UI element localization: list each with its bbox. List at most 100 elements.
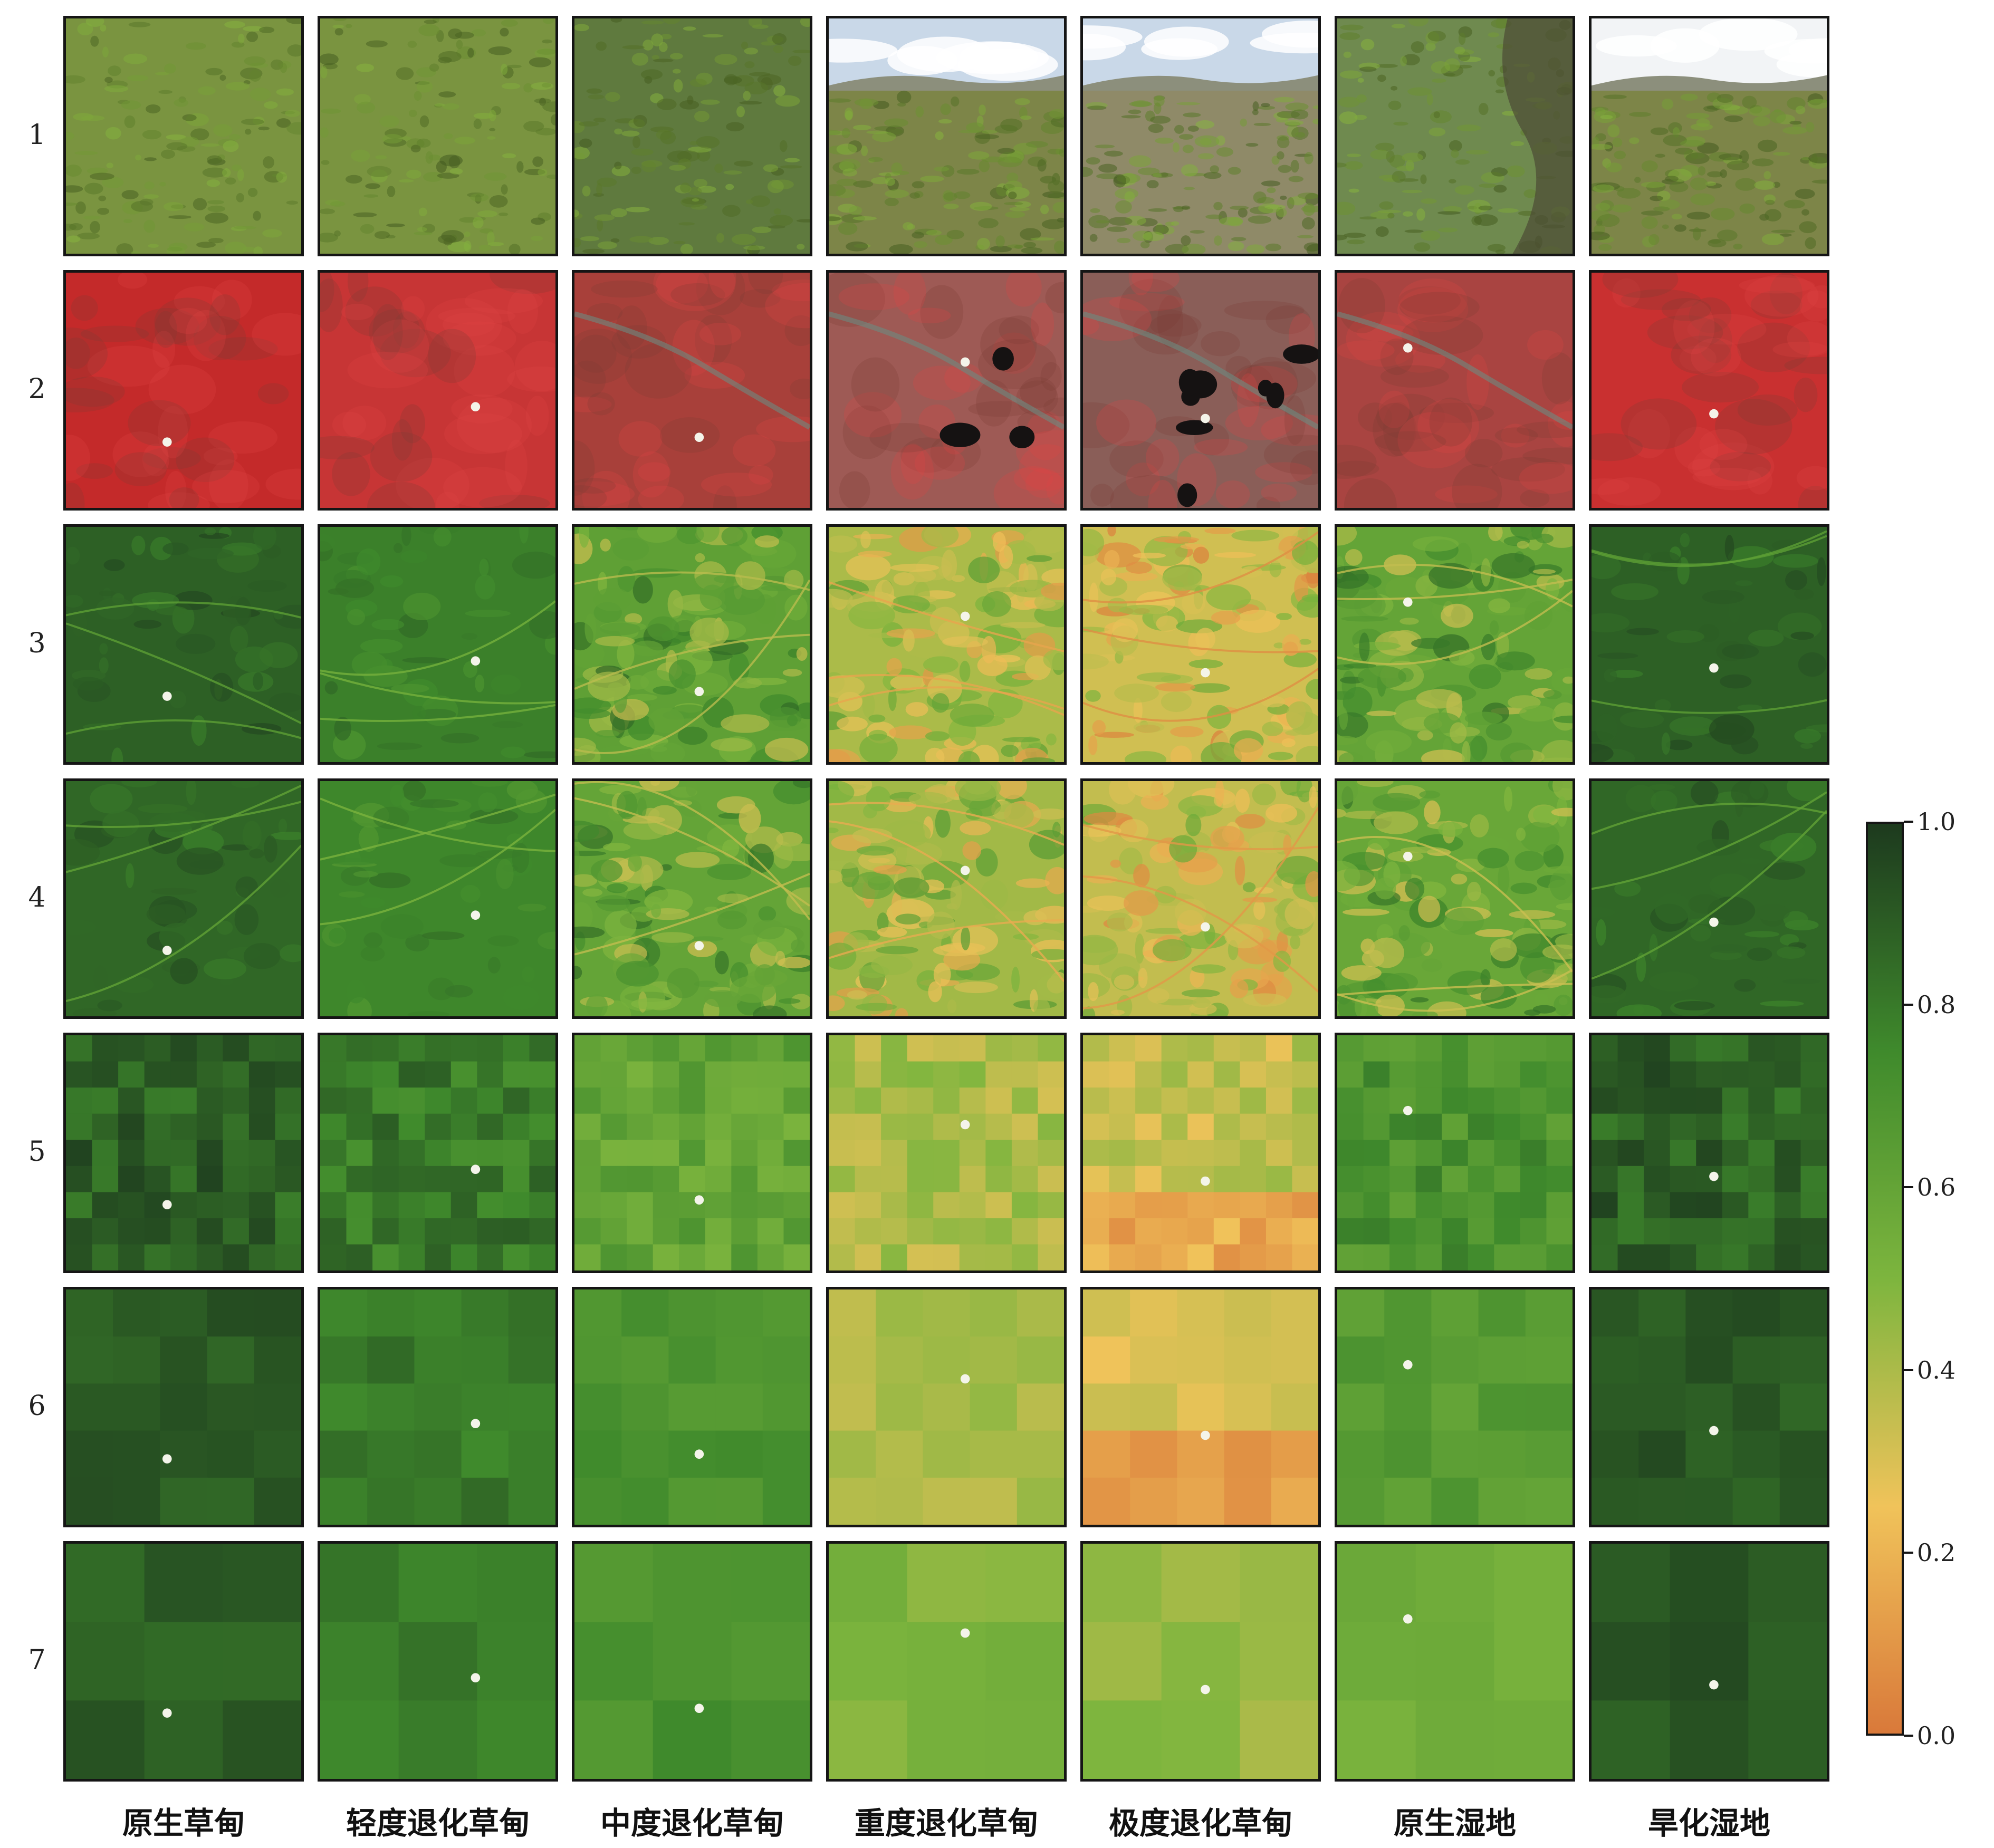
sample-point-marker: [1201, 413, 1210, 424]
image-cell-r2-c1: [63, 270, 304, 511]
sample-point-marker: [1201, 1685, 1210, 1695]
image-cell-r4-c7: [1589, 778, 1829, 1019]
image-cell-r7-c7: [1589, 1541, 1829, 1782]
image-cell-r4-c1: [63, 778, 304, 1019]
sample-point-marker: [162, 1200, 172, 1209]
colorbar-tick: [1904, 1369, 1913, 1371]
image-cell-r2-c2: [318, 270, 558, 511]
sample-point-marker: [1403, 343, 1413, 353]
colorbar: [1866, 822, 1904, 1736]
sample-point-marker: [471, 402, 481, 412]
image-cell-r6-c2: [318, 1287, 558, 1527]
column-label-5: 极度退化草甸: [1108, 1805, 1292, 1841]
row-label-3: 3: [28, 628, 46, 659]
sample-point-marker: [1709, 663, 1719, 673]
image-cell-r4-c4: [826, 778, 1067, 1019]
colorbar-tick: [1904, 1186, 1913, 1189]
colorbar-tick: [1904, 1003, 1913, 1006]
image-cell-r3-c7: [1589, 524, 1829, 765]
sample-point-marker: [1201, 1430, 1210, 1440]
image-cell-r4-c6: [1335, 778, 1575, 1019]
row-label-1: 1: [28, 119, 46, 151]
sample-point-marker: [162, 691, 172, 701]
column-label-3: 中度退化草甸: [600, 1805, 784, 1841]
sample-point-marker: [162, 946, 172, 955]
sample-point-marker: [471, 656, 481, 666]
sample-point-marker: [694, 941, 704, 951]
column-label-7: 旱化湿地: [1647, 1805, 1770, 1841]
image-cell-r5-c1: [63, 1033, 304, 1273]
sample-point-marker: [1201, 668, 1210, 678]
image-cell-r7-c4: [826, 1541, 1067, 1782]
column-label-1: 原生草甸: [122, 1805, 245, 1841]
sample-point-marker: [1709, 1680, 1719, 1690]
sample-point-marker: [471, 1164, 481, 1175]
image-cell-r7-c6: [1335, 1541, 1575, 1782]
image-cell-r2-c3: [572, 270, 812, 511]
sample-point-marker: [1709, 1426, 1719, 1436]
image-cell-r1-c6: [1335, 16, 1575, 256]
sample-point-marker: [471, 1419, 481, 1429]
image-cell-r3-c3: [572, 524, 812, 765]
image-cell-r7-c5: [1080, 1541, 1321, 1782]
colorbar-tick-label: 0.6: [1917, 1173, 1956, 1202]
image-cell-r7-c2: [318, 1541, 558, 1782]
colorbar-tick-label: 0.2: [1917, 1538, 1956, 1567]
image-cell-r6-c5: [1080, 1287, 1321, 1527]
row-label-7: 7: [28, 1644, 46, 1676]
sample-point-marker: [162, 1454, 172, 1464]
image-cell-r1-c4: [826, 16, 1067, 256]
sample-point-marker: [694, 1195, 704, 1205]
image-cell-r3-c6: [1335, 524, 1575, 765]
image-cell-r1-c1: [63, 16, 304, 256]
row-label-5: 5: [28, 1136, 46, 1168]
row-label-2: 2: [28, 373, 46, 405]
image-cell-r5-c6: [1335, 1033, 1575, 1273]
image-cell-r1-c2: [318, 16, 558, 256]
sample-point-marker: [960, 1628, 970, 1638]
column-label-2: 轻度退化草甸: [346, 1805, 530, 1841]
row-label-6: 6: [28, 1390, 46, 1422]
colorbar-tick: [1904, 1735, 1913, 1737]
image-cell-r6-c1: [63, 1287, 304, 1527]
sample-point-marker: [694, 432, 704, 442]
sample-point-marker: [162, 437, 172, 447]
image-cell-r6-c6: [1335, 1287, 1575, 1527]
image-cell-r3-c5: [1080, 524, 1321, 765]
image-cell-r4-c2: [318, 778, 558, 1019]
image-cell-r1-c5: [1080, 16, 1321, 256]
image-cell-r5-c2: [318, 1033, 558, 1273]
image-cell-r5-c5: [1080, 1033, 1321, 1273]
sample-point-marker: [960, 611, 970, 621]
colorbar-tick-label: 1.0: [1917, 807, 1956, 836]
colorbar-tick: [1904, 821, 1913, 823]
image-cell-r3-c2: [318, 524, 558, 765]
image-cell-r3-c4: [826, 524, 1067, 765]
sample-point-marker: [1403, 1614, 1413, 1624]
image-cell-r1-c3: [572, 16, 812, 256]
sample-point-marker: [1403, 1105, 1413, 1115]
sample-point-marker: [960, 865, 970, 875]
sample-point-marker: [1709, 1171, 1719, 1181]
image-cell-r3-c1: [63, 524, 304, 765]
column-label-6: 原生湿地: [1393, 1805, 1516, 1841]
image-cell-r4-c5: [1080, 778, 1321, 1019]
image-cell-r6-c7: [1589, 1287, 1829, 1527]
colorbar-tick: [1904, 1552, 1913, 1554]
image-cell-r7-c1: [63, 1541, 304, 1782]
sample-point-marker: [960, 1120, 970, 1130]
image-cell-r5-c7: [1589, 1033, 1829, 1273]
sample-point-marker: [162, 1708, 172, 1718]
sample-point-marker: [1403, 1360, 1413, 1370]
sample-point-marker: [471, 1673, 481, 1683]
sample-point-marker: [694, 1449, 704, 1459]
sample-point-marker: [471, 910, 481, 920]
sample-point-marker: [1403, 597, 1413, 607]
sample-point-marker: [1201, 1176, 1210, 1186]
sample-point-marker: [1709, 409, 1719, 419]
sample-point-marker: [960, 357, 970, 367]
image-cell-r2-c5: [1080, 270, 1321, 511]
image-cell-r7-c3: [572, 1541, 812, 1782]
sample-point-marker: [1201, 922, 1210, 932]
row-label-4: 4: [28, 882, 46, 913]
